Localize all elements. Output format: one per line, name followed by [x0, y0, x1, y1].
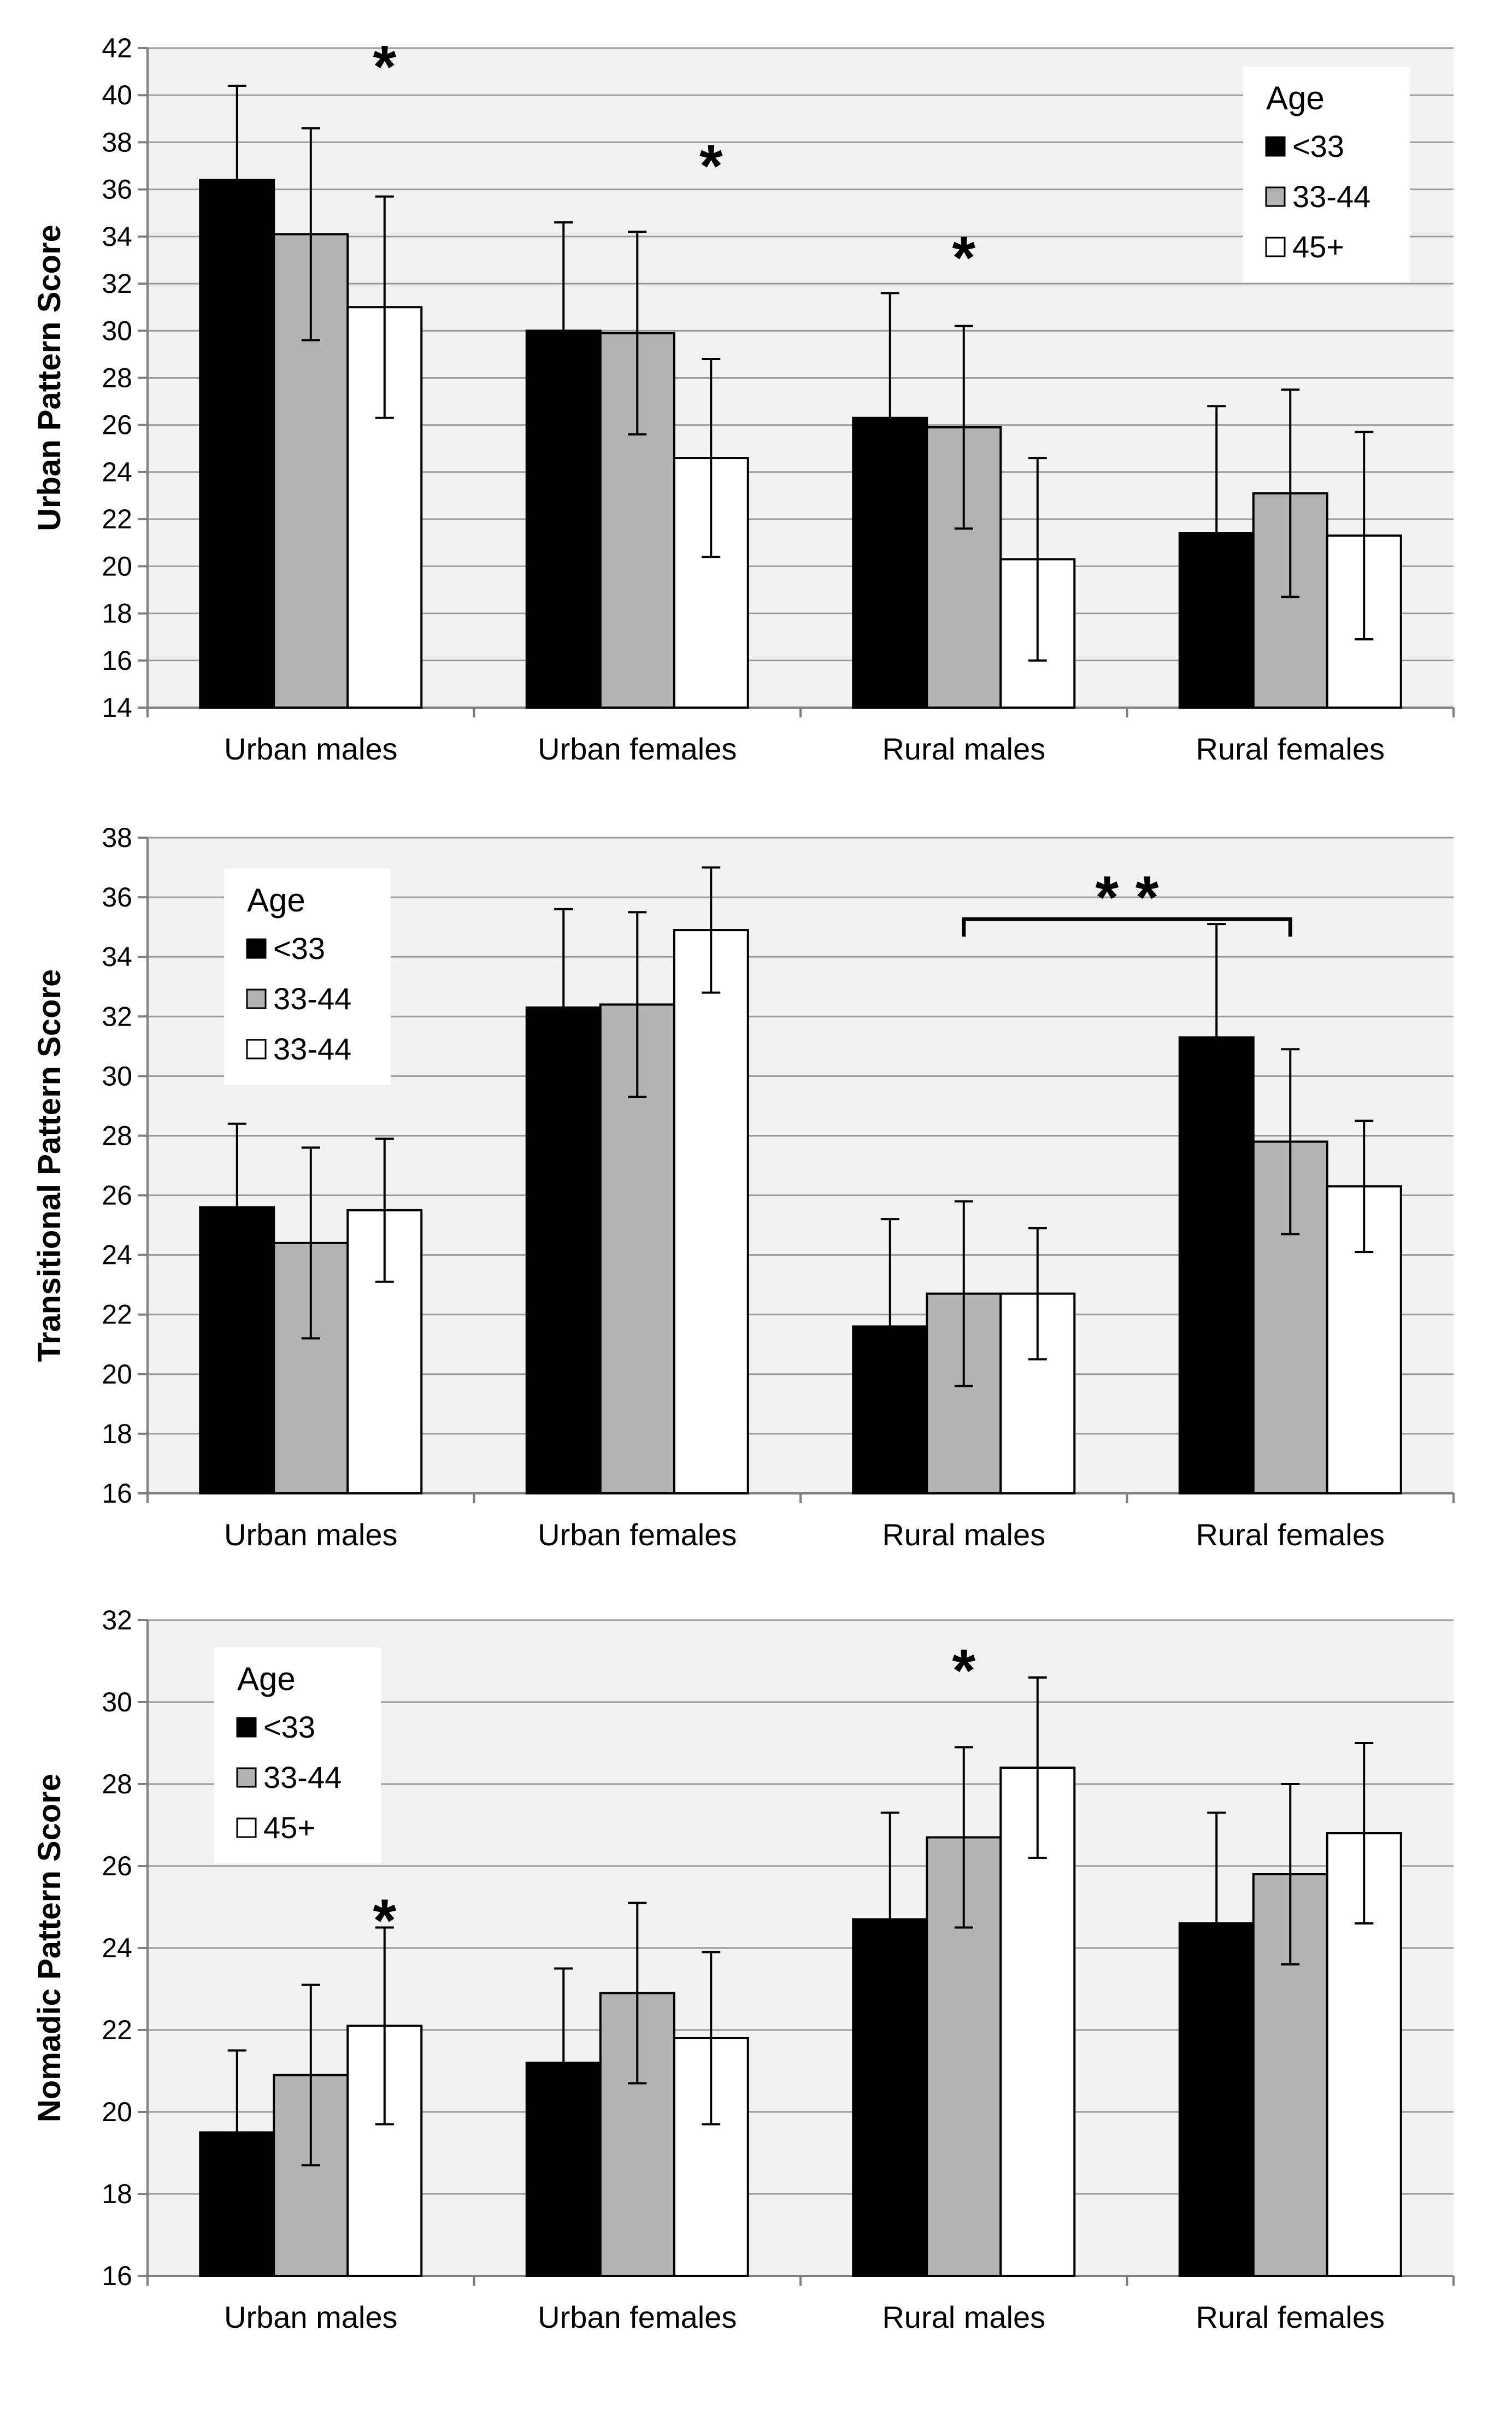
bar: [273, 2074, 349, 2277]
legend-swatch: [1265, 136, 1286, 157]
legend-swatch: [246, 1039, 267, 1060]
y-tick-label: 16: [102, 645, 132, 676]
y-tick-label: 24: [102, 1933, 132, 1963]
x-category-label: Rural females: [1196, 1517, 1385, 1552]
y-tick-label: 36: [102, 882, 132, 913]
y-tick-label: 30: [102, 1061, 132, 1091]
y-tick-label: 22: [102, 1299, 132, 1330]
y-tick-label: 26: [102, 410, 132, 440]
legend-entry: 33-44: [1292, 179, 1370, 214]
bar: [852, 1918, 928, 2277]
legend-title: Age: [1266, 80, 1325, 116]
legend-title: Age: [237, 1661, 296, 1697]
y-tick-label: 22: [102, 2015, 132, 2045]
legend-title: Age: [247, 882, 305, 919]
legend: Age <33 33-44 45+: [214, 1647, 381, 1863]
legend-entry: <33: [273, 931, 325, 966]
y-tick-label: 22: [102, 504, 132, 534]
x-category-label: Urban males: [224, 2300, 397, 2334]
x-category-label: Urban females: [538, 2300, 737, 2334]
significance-marker: * *: [1095, 864, 1158, 931]
significance-marker: *: [373, 1887, 396, 1955]
legend-swatch: [246, 988, 267, 1009]
x-category-label: Rural males: [882, 732, 1045, 766]
x-category-label: Urban females: [538, 1517, 737, 1552]
chart-panel-3: 16 18 20 22 24 26 28 30 32 Nomadic Pattern Score U…: [32, 1605, 1455, 2334]
y-tick-label: 20: [102, 2097, 132, 2127]
y-tick-label: 28: [102, 1769, 132, 1799]
y-tick-label: 42: [102, 33, 132, 63]
y-axis-label: Transitional Pattern Score: [32, 969, 67, 1362]
y-tick-label: 34: [102, 941, 132, 972]
legend-entry: 45+: [263, 1810, 315, 1845]
y-tick-label: 34: [102, 221, 132, 252]
legend: Age <33 33-44 45+: [1243, 67, 1410, 282]
y-axis-label: Nomadic Pattern Score: [32, 1774, 67, 2122]
bar: [273, 233, 349, 709]
chart-panel-1: 14 16 18 20 22 24 26 28 30 32 34 36 38 40 42 Urban Patt…: [32, 33, 1455, 766]
legend-entry: 33-44: [263, 1760, 342, 1794]
bar: [673, 929, 749, 1494]
y-axis-label: Urban Pattern Score: [32, 225, 67, 531]
legend-entry: 45+: [1292, 229, 1344, 264]
y-tick-label: 26: [102, 1851, 132, 1881]
y-tick-label: 18: [102, 1419, 132, 1449]
y-tick-label: 32: [102, 1605, 132, 1635]
y-tick-label: 24: [102, 457, 132, 487]
y-tick-label: 40: [102, 80, 132, 110]
legend-swatch: [1265, 186, 1286, 207]
legend-swatch: [1265, 237, 1286, 257]
legend-swatch: [236, 1767, 257, 1788]
y-tick-label: 32: [102, 268, 132, 299]
legend-swatch: [236, 1717, 257, 1738]
x-category-label: Urban females: [538, 732, 737, 766]
legend-entry: 33-44: [273, 1032, 351, 1066]
y-tick-label: 36: [102, 174, 132, 205]
y-tick-label: 26: [102, 1180, 132, 1211]
chart-panel-2: 16 18 20 22 24 26 28 30 32 34 36 38 Transitional Pat…: [32, 822, 1455, 1552]
x-category-label: Rural males: [882, 1517, 1045, 1552]
x-category-label: Rural females: [1196, 2300, 1385, 2334]
y-tick-label: 30: [102, 1687, 132, 1717]
y-tick-label: 24: [102, 1240, 132, 1270]
y-tick-label: 32: [102, 1001, 132, 1032]
x-category-label: Rural males: [882, 2300, 1045, 2334]
legend: Age <33 33-44 33-44: [224, 869, 391, 1085]
significance-marker: *: [952, 224, 975, 291]
significance-marker: *: [699, 132, 723, 199]
x-category-label: Rural females: [1196, 732, 1385, 766]
x-category-label: Urban males: [224, 1517, 397, 1552]
legend-swatch: [236, 1817, 257, 1838]
legend-entry: 33-44: [273, 981, 351, 1016]
y-tick-label: 18: [102, 2179, 132, 2209]
y-tick-label: 16: [102, 1478, 132, 1509]
significance-marker: *: [952, 1637, 975, 1704]
y-tick-label: 30: [102, 315, 132, 346]
y-tick-label: 18: [102, 598, 132, 629]
y-tick-label: 20: [102, 551, 132, 581]
y-tick-label: 14: [102, 692, 132, 723]
y-tick-label: 28: [102, 363, 132, 393]
y-tick-label: 38: [102, 822, 132, 853]
y-tick-label: 38: [102, 127, 132, 157]
legend-entry: <33: [1292, 129, 1344, 163]
significance-marker: *: [373, 33, 396, 101]
bar: [199, 1206, 275, 1494]
y-tick-label: 16: [102, 2261, 132, 2291]
significance-bracket: [962, 917, 1292, 937]
x-category-label: Urban males: [224, 732, 397, 766]
bar: [346, 306, 423, 709]
legend-swatch: [246, 938, 267, 959]
y-tick-label: 28: [102, 1120, 132, 1151]
legend-entry: <33: [263, 1710, 315, 1744]
y-tick-label: 20: [102, 1359, 132, 1390]
